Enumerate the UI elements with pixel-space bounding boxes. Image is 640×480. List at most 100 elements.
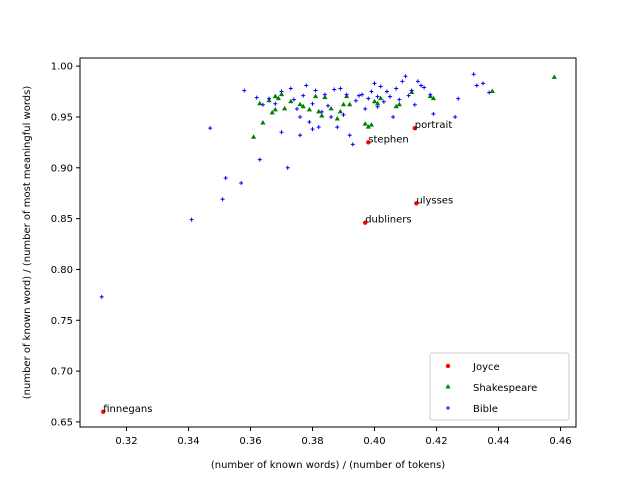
bible-point	[99, 294, 104, 299]
bible-point	[366, 96, 371, 101]
legend-marker-joyce	[445, 363, 451, 369]
data-marks	[99, 72, 557, 414]
y-tick-label: 0.85	[51, 214, 73, 225]
shakespeare-point	[288, 98, 294, 104]
y-tick-label: 1.00	[51, 62, 73, 73]
bible-point	[397, 97, 402, 102]
bible-point	[406, 93, 411, 98]
bible-point	[381, 99, 386, 104]
legend-marker-shakespeare	[445, 384, 451, 389]
y-tick-label: 0.90	[51, 163, 73, 174]
bible-point	[388, 94, 392, 99]
bible-point	[316, 125, 321, 130]
shakespeare-point	[374, 100, 381, 106]
bible-point	[344, 92, 349, 97]
bible-point	[431, 111, 436, 116]
bible-point	[375, 104, 380, 109]
shakespeare-point	[378, 95, 384, 101]
y-tick-label: 0.65	[51, 417, 73, 428]
bible-point	[326, 103, 330, 108]
joyce-point	[412, 125, 417, 131]
x-tick-label: 0.42	[425, 436, 447, 447]
bible-point	[363, 106, 368, 111]
legend-label-joyce: Joyce	[472, 362, 500, 373]
bible-point	[273, 101, 278, 106]
shakespeare-point	[347, 101, 353, 107]
bible-point	[279, 130, 284, 135]
bible-point	[422, 85, 427, 90]
bible-point	[409, 88, 414, 93]
series-shakespeare	[250, 74, 557, 139]
bible-point	[257, 157, 262, 162]
bible-point	[304, 83, 309, 88]
shakespeare-point	[306, 106, 313, 112]
bible-point	[301, 93, 306, 98]
x-axis: 0.32 0.34 0.36 0.38 0.40 0.42 0.44 0.46	[115, 427, 572, 447]
shakespeare-point	[334, 115, 340, 121]
shakespeare-point	[340, 101, 347, 107]
point-annotations: finnegans dubliners stephen portrait ulysses	[103, 120, 453, 415]
annotation-portrait: portrait	[415, 120, 453, 131]
bible-point	[260, 102, 265, 107]
shakespeare-point	[269, 109, 275, 115]
bible-point	[353, 98, 358, 103]
bible-point	[453, 114, 458, 119]
bible-point	[189, 217, 194, 222]
bible-point	[347, 133, 352, 138]
bible-point	[350, 142, 355, 147]
shakespeare-point	[371, 98, 378, 104]
x-axis-label: (number of known words) / (number of tok…	[211, 460, 445, 471]
bible-point	[403, 74, 408, 79]
series-bible	[99, 72, 492, 299]
legend-label-bible: Bible	[473, 404, 498, 415]
annotation-finnegans: finnegans	[103, 404, 152, 415]
bible-point	[298, 133, 303, 138]
x-tick-label: 0.38	[301, 436, 323, 447]
bible-point	[310, 127, 315, 132]
shakespeare-point	[393, 103, 399, 109]
bible-point	[208, 126, 213, 131]
bible-point	[341, 112, 346, 117]
y-tick-label: 0.75	[51, 316, 73, 327]
bible-point	[481, 81, 485, 86]
joyce-point	[101, 409, 106, 414]
bible-point	[378, 84, 383, 89]
bible-point	[220, 197, 225, 202]
annotation-ulysses: ulysses	[416, 195, 453, 206]
x-tick-label: 0.34	[177, 436, 199, 447]
bible-point	[322, 92, 327, 97]
plot-frame	[79, 57, 577, 428]
shakespeare-point	[368, 122, 375, 127]
shakespeare-point	[430, 95, 437, 101]
joyce-point	[414, 201, 419, 206]
bible-point	[223, 175, 228, 180]
shakespeare-point	[365, 124, 371, 129]
y-axis: 0.65 0.70 0.75 0.80 0.85 0.90 0.95 1.00	[51, 62, 80, 428]
shakespeare-point	[297, 101, 303, 107]
bible-point	[471, 72, 476, 77]
y-tick-label: 0.80	[51, 265, 73, 276]
shakespeare-point	[362, 121, 368, 126]
shakespeare-point	[489, 88, 495, 94]
shakespeare-point	[257, 100, 263, 106]
shakespeare-point	[551, 74, 557, 79]
bible-point	[319, 109, 324, 114]
bible-point	[295, 106, 299, 111]
bible-point	[391, 114, 396, 119]
joyce-point	[366, 140, 371, 145]
x-tick-label: 0.32	[115, 436, 137, 447]
bible-point	[332, 87, 337, 92]
shakespeare-point	[278, 91, 285, 97]
legend-box	[429, 352, 570, 421]
legend-marker-bible	[446, 406, 450, 410]
bible-point	[288, 86, 293, 91]
bible-point	[415, 79, 420, 84]
bible-point	[456, 96, 461, 101]
bible-point	[474, 83, 479, 88]
bible-point	[285, 165, 290, 170]
shakespeare-point	[281, 105, 288, 111]
bible-point	[372, 81, 377, 86]
x-tick-label: 0.44	[487, 436, 509, 447]
bible-point	[412, 102, 417, 107]
